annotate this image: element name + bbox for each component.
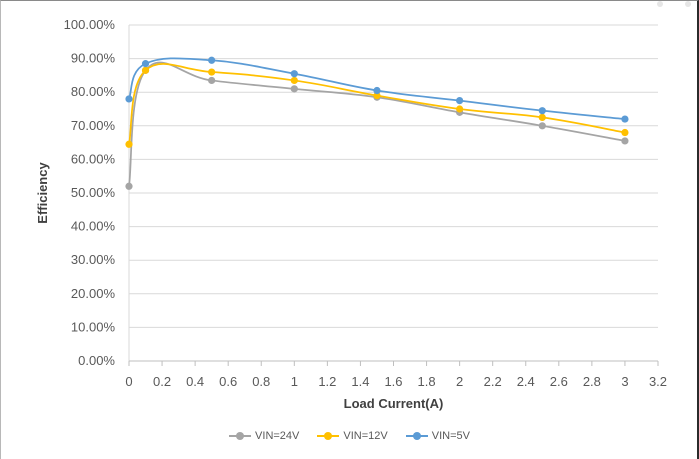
data-point	[538, 122, 546, 130]
x-axis-ticks: 0 0.2 0.4 0.6 0.8 1 1.2 1.4 1.6 1.8 2 2.2 2.4 2.6 2.8 3…	[125, 361, 667, 389]
legend-label: VIN=5V	[431, 430, 470, 442]
data-point	[125, 95, 133, 103]
x-tick-label: 0	[125, 374, 132, 389]
y-tick-label: 100.00%	[64, 17, 116, 32]
x-tick-label: 1.2	[318, 374, 336, 389]
series-line	[128, 61, 626, 187]
decoration-dot	[685, 1, 691, 7]
x-tick-label: 0.8	[252, 374, 270, 389]
chart-origin	[0, 0, 1, 1]
grid-lines	[129, 24, 658, 328]
y-tick-label: 0.00%	[78, 353, 115, 368]
series-vin-5v	[125, 56, 629, 123]
y-axis-title: Efficiency	[35, 162, 50, 224]
series-line	[128, 63, 626, 145]
x-tick-label: 1.8	[418, 374, 436, 389]
y-tick-label: 50.00%	[71, 185, 116, 200]
y-tick-label: 80.00%	[71, 84, 116, 99]
legend: VIN=24V VIN=12V VIN=5V	[0, 430, 699, 442]
data-point	[141, 60, 150, 68]
x-tick-label: 2	[456, 374, 463, 389]
data-point	[538, 107, 546, 115]
legend-label: VIN=12V	[343, 430, 388, 442]
legend-swatch	[405, 431, 428, 441]
data-point	[125, 140, 133, 148]
y-tick-label: 10.00%	[71, 319, 116, 334]
y-tick-label: 30.00%	[71, 252, 116, 267]
data-point	[621, 137, 629, 145]
data-point	[456, 97, 464, 105]
legend-item: VIN=24V	[229, 430, 299, 442]
y-axis-ticks: 0.00% 10.00% 20.00% 30.00% 40.00% 50.00% 60.00…	[64, 17, 116, 368]
x-tick-label: 0.6	[219, 374, 237, 389]
legend-marker	[412, 432, 421, 440]
data-point	[141, 66, 150, 74]
legend-marker	[324, 432, 333, 440]
data-point	[290, 85, 298, 93]
data-point	[208, 68, 216, 76]
x-tick-label: 0.2	[153, 374, 171, 389]
window-decoration	[657, 1, 691, 7]
data-point	[621, 115, 629, 123]
series-vin-12v	[125, 63, 629, 148]
legend-swatch	[229, 431, 252, 441]
y-tick-label: 20.00%	[71, 286, 116, 301]
x-tick-label: 3	[621, 374, 628, 389]
series-line	[128, 57, 626, 120]
x-tick-label: 1.4	[351, 374, 369, 389]
x-tick-label: 1	[291, 374, 298, 389]
data-point	[538, 113, 546, 121]
x-tick-label: 1.6	[384, 374, 402, 389]
x-tick-label: 3.2	[649, 374, 667, 389]
decoration-dot	[657, 1, 663, 7]
x-tick-label: 2.6	[550, 374, 568, 389]
y-tick-label: 60.00%	[71, 151, 116, 166]
data-point	[373, 86, 381, 95]
data-point	[621, 128, 629, 137]
y-tick-label: 90.00%	[71, 51, 116, 66]
legend-item: VIN=12V	[317, 430, 388, 442]
legend-swatch	[317, 431, 340, 441]
x-tick-label: 0.4	[186, 374, 204, 389]
data-point	[290, 76, 298, 85]
x-tick-label: 2.2	[484, 374, 502, 389]
data-point	[373, 91, 381, 100]
data-point	[290, 70, 298, 78]
data-point	[125, 182, 133, 190]
data-point	[208, 56, 216, 64]
data-point	[456, 105, 464, 113]
y-tick-label: 70.00%	[71, 118, 116, 133]
x-tick-label: 2.4	[517, 374, 535, 389]
efficiency-chart: 0.00% 10.00% 20.00% 30.00% 40.00% 50.00% 60.00…	[0, 0, 667, 411]
legend-item: VIN=5V	[405, 430, 470, 442]
legend-marker	[236, 432, 245, 440]
legend-label: VIN=24V	[255, 430, 300, 442]
y-tick-label: 40.00%	[71, 219, 116, 234]
x-tick-label: 2.8	[583, 374, 601, 389]
series-group	[125, 56, 629, 190]
data-point	[208, 76, 216, 85]
x-axis-title: Load Current(A)	[344, 396, 444, 411]
